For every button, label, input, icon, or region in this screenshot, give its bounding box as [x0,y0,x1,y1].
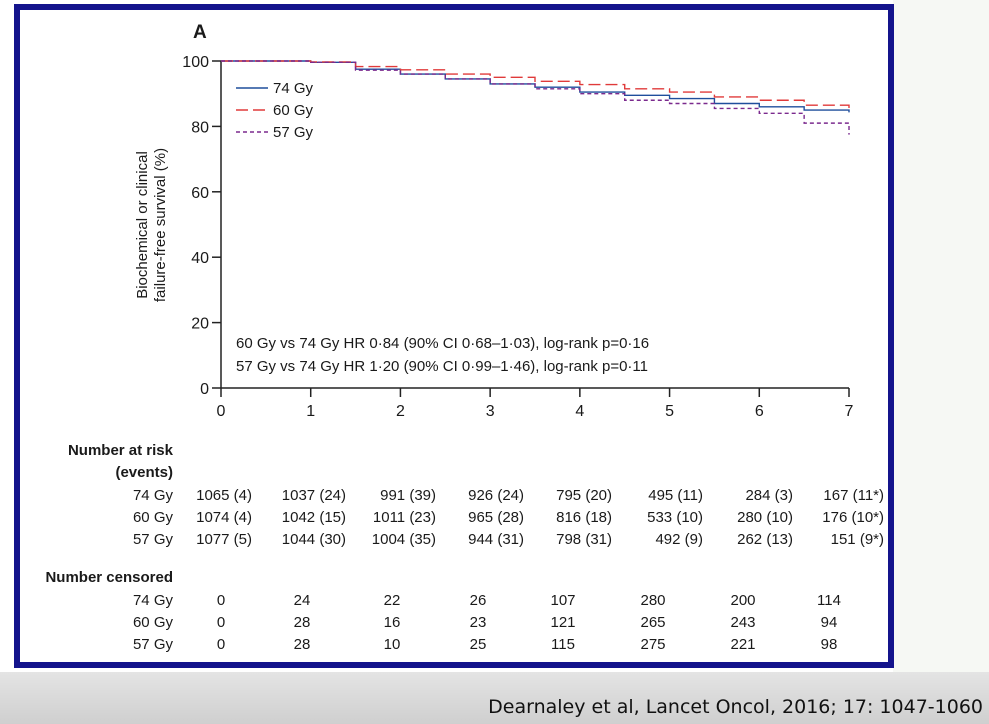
censored-cell-74gy-4: 107 [550,592,575,609]
x-tick-label-2: 2 [396,403,405,420]
at-risk-cell-60gy-0: 1074 (4) [196,509,252,526]
citation-bar: Dearnaley et al, Lancet Oncol, 2016; 17:… [0,672,989,724]
at-risk-cell-57gy-1: 1044 (30) [282,531,346,548]
y-axis-title-line2: failure-free survival (%) [152,148,169,302]
at-risk-cell-74gy-7: 167 (11*) [823,487,884,504]
at-risk-cell-74gy-4: 795 (20) [556,487,612,504]
legend-label-60gy: 60 Gy [273,102,314,119]
at-risk-cell-60gy-5: 533 (10) [647,509,703,526]
censored-cell-57gy-6: 221 [730,636,755,653]
at-risk-cell-57gy-2: 1004 (35) [372,531,436,548]
at-risk-cell-74gy-6: 284 (3) [745,487,793,504]
curve-60gy [221,60,850,113]
at-risk-row-label-60gy: 60 Gy [133,509,174,526]
at-risk-cell-57gy-3: 944 (31) [468,531,524,548]
at-risk-cell-60gy-1: 1042 (15) [282,509,346,526]
chart-annotations: 60 Gy vs 74 Gy HR 0·84 (90% CI 0·68–1·03… [236,335,649,375]
censored-title: Number censored [45,569,173,586]
at-risk-row-label-57gy: 57 Gy [133,531,174,548]
censored-cell-57gy-3: 25 [470,636,487,653]
x-tick-label-3: 3 [486,403,495,420]
at-risk-cell-74gy-3: 926 (24) [468,487,524,504]
at-risk-cell-74gy-1: 1037 (24) [282,487,346,504]
censored-cell-57gy-0: 0 [217,636,225,653]
censored-cell-60gy-7: 94 [821,614,838,631]
x-tick-label-7: 7 [845,403,854,420]
at-risk-cell-57gy-7: 151 (9*) [831,531,884,548]
at-risk-cell-60gy-3: 965 (28) [468,509,524,526]
at-risk-title-line2: (events) [115,464,173,481]
chart-axes: A 0 20 40 60 80 100 0 1 2 3 4 5 6 7 Biochemical or clin… [134,22,854,420]
y-tick-label-60: 60 [191,185,209,202]
x-tick-label-5: 5 [665,403,674,420]
at-risk-cell-74gy-2: 991 (39) [380,487,436,504]
censored-cell-57gy-1: 28 [294,636,311,653]
panel-label: A [193,22,207,43]
y-tick-label-40: 40 [191,250,209,267]
censored-row-label-60gy: 60 Gy [133,614,174,631]
figure-frame [14,4,894,668]
censored-cell-74gy-3: 26 [470,592,487,609]
y-axis-title-line1: Biochemical or clinical [134,151,151,299]
x-tick-label-1: 1 [306,403,315,420]
at-risk-cell-74gy-5: 495 (11) [648,487,703,504]
curve-57gy [221,60,850,135]
x-tick-label-4: 4 [575,403,584,420]
y-tick-label-100: 100 [182,54,209,71]
censored-cell-60gy-5: 265 [640,614,665,631]
hr-annotation-1: 60 Gy vs 74 Gy HR 0·84 (90% CI 0·68–1·03… [236,335,649,352]
censored-cell-74gy-1: 24 [294,592,311,609]
censored-cell-57gy-4: 115 [551,636,575,653]
censored-cell-57gy-2: 10 [384,636,401,653]
censored-cell-60gy-1: 28 [294,614,311,631]
censored-cell-74gy-2: 22 [384,592,401,609]
hr-annotation-2: 57 Gy vs 74 Gy HR 1·20 (90% CI 0·99–1·46… [236,358,648,375]
censored-cell-74gy-0: 0 [217,592,225,609]
censored-row-label-57gy: 57 Gy [133,636,174,653]
slide-right-strip [893,0,989,672]
at-risk-row-label-74gy: 74 Gy [133,487,174,504]
x-tick-label-0: 0 [217,403,226,420]
at-risk-cell-60gy-2: 1011 (23) [373,509,436,526]
risk-tables: Number at risk (events) 74 Gy 1065 (4) 1037 … [45,442,884,653]
at-risk-cell-57gy-5: 492 (9) [655,531,703,548]
x-tick-label-6: 6 [755,403,764,420]
at-risk-cell-57gy-4: 798 (31) [556,531,612,548]
censored-cell-60gy-2: 16 [384,614,401,631]
legend-label-57gy: 57 Gy [273,124,314,141]
at-risk-cell-60gy-4: 816 (18) [556,509,612,526]
censored-cell-60gy-4: 121 [550,614,575,631]
censored-cell-57gy-5: 275 [640,636,665,653]
legend-label-74gy: 74 Gy [273,80,314,97]
at-risk-cell-60gy-7: 176 (10*) [822,509,884,526]
y-axis-title: Biochemical or clinicalfailure-free surv… [134,148,169,302]
censored-cell-74gy-6: 200 [730,592,755,609]
y-tick-label-80: 80 [191,119,209,136]
y-tick-label-20: 20 [191,316,209,333]
citation-text: Dearnaley et al, Lancet Oncol, 2016; 17:… [488,696,983,718]
y-tick-label-0: 0 [200,381,209,398]
censored-cell-74gy-5: 280 [640,592,665,609]
censored-cell-74gy-7: 114 [817,592,841,609]
censored-cell-60gy-6: 243 [730,614,755,631]
at-risk-cell-60gy-6: 280 (10) [737,509,793,526]
censored-cell-60gy-3: 23 [470,614,487,631]
censored-cell-57gy-7: 98 [821,636,838,653]
at-risk-cell-57gy-6: 262 (13) [737,531,793,548]
at-risk-title-line1: Number at risk [68,442,174,459]
at-risk-cell-74gy-0: 1065 (4) [196,487,252,504]
at-risk-cell-57gy-0: 1077 (5) [196,531,252,548]
survival-curves [221,60,850,135]
censored-row-label-74gy: 74 Gy [133,592,174,609]
chart-legend: 74 Gy 60 Gy 57 Gy [236,80,314,141]
censored-cell-60gy-0: 0 [217,614,225,631]
